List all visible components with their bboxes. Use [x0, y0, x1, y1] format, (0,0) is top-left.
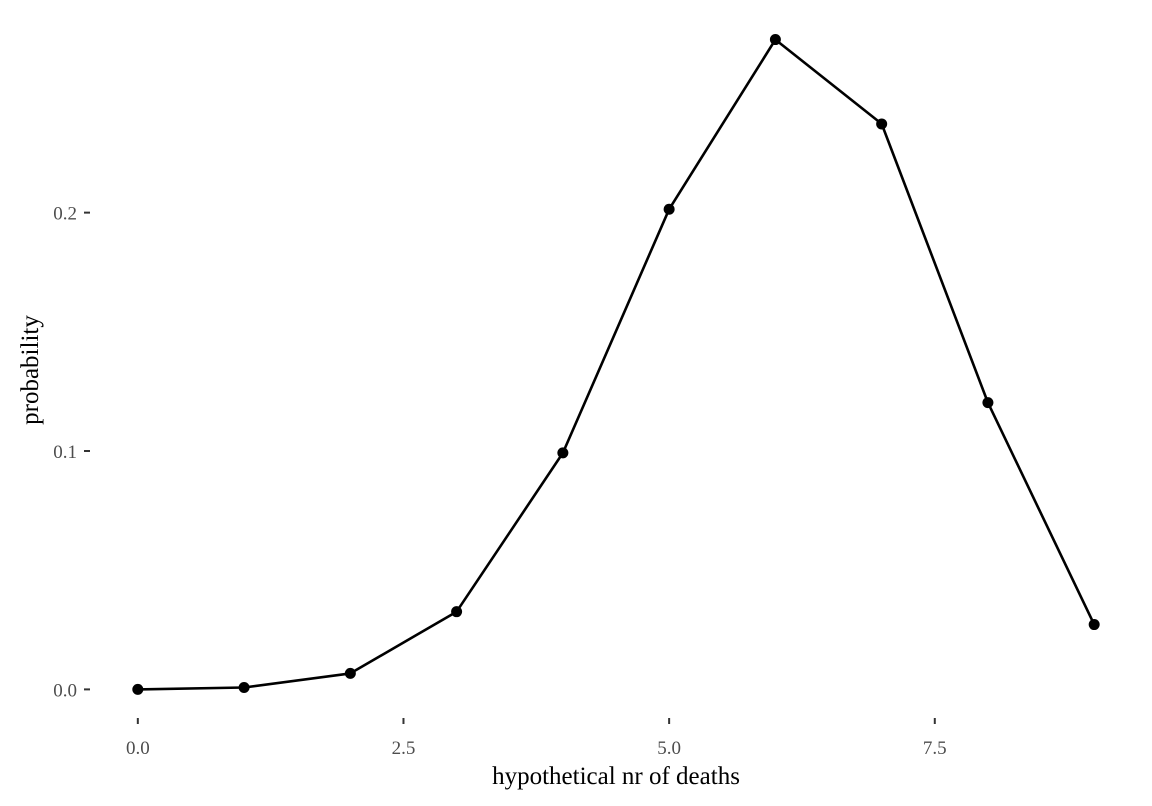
y-tick-label: 0.1: [53, 442, 77, 463]
data-point: [769, 34, 781, 46]
data-point: [344, 667, 356, 679]
data-point: [982, 397, 994, 409]
x-tick-label: 5.0: [657, 738, 681, 759]
data-point: [1088, 619, 1100, 631]
y-tick-label: 0.0: [53, 680, 77, 701]
data-point: [876, 118, 888, 130]
series-line: [137, 38, 1096, 691]
data-point: [132, 683, 144, 695]
x-tick-label: 2.5: [392, 738, 416, 759]
x-tick-label: 0.0: [126, 738, 150, 759]
x-axis-title: hypothetical nr of deaths: [492, 763, 740, 790]
y-axis: 0.0 0.1 0.2: [53, 204, 90, 701]
data-point: [663, 203, 675, 215]
x-axis: 0.0 2.5 5.0 7.5: [126, 718, 947, 759]
data-point: [238, 681, 250, 693]
data-point: [557, 447, 569, 459]
y-axis-title: probability: [17, 315, 44, 425]
data-point: [451, 606, 463, 618]
plot-area: [132, 34, 1100, 695]
y-tick-label: 0.2: [53, 204, 77, 225]
x-tick-label: 7.5: [923, 738, 947, 759]
